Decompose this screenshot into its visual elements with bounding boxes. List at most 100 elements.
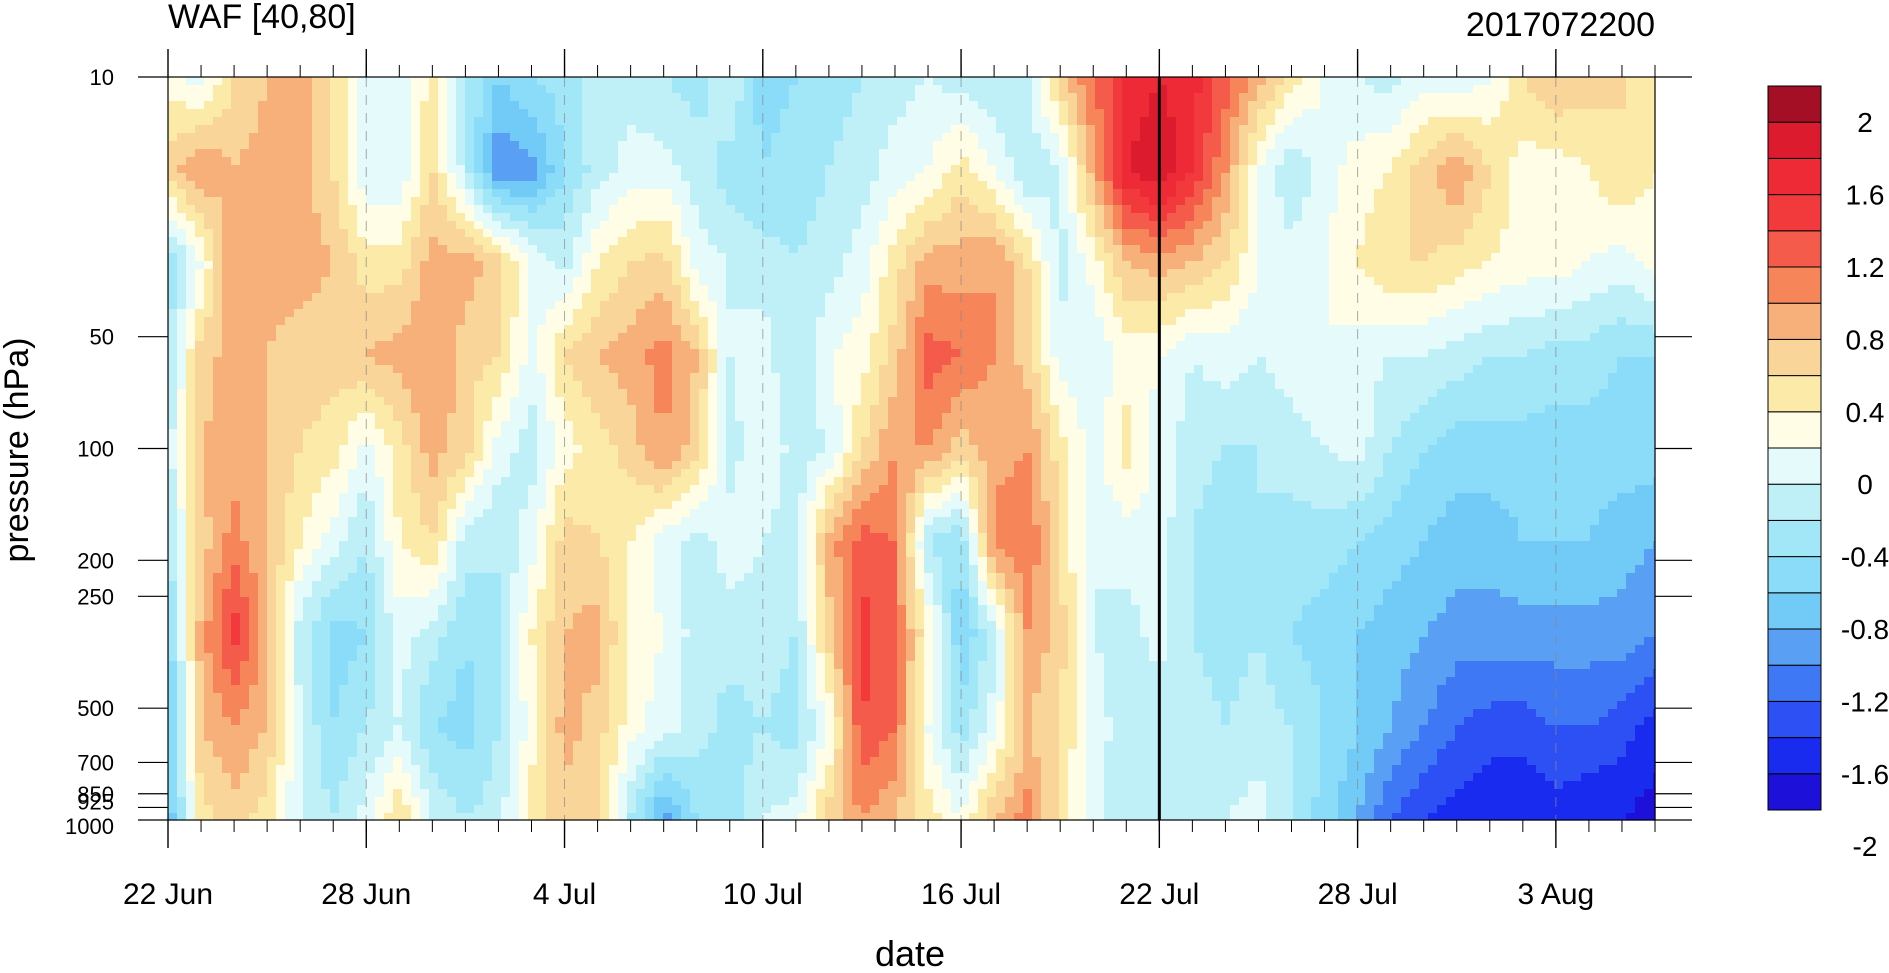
heatmap-cell [870,261,880,270]
heatmap-cell [1590,293,1600,302]
heatmap-cell [276,213,286,222]
heatmap-cell [1383,125,1393,134]
heatmap-cell [213,245,223,254]
heatmap-cell [1653,309,1656,318]
heatmap-cell [474,213,484,222]
heatmap-cell [1635,189,1645,198]
heatmap-cell [1239,149,1249,158]
heatmap-cell [438,269,448,278]
heatmap-cell [1464,109,1474,118]
heatmap-cell [249,133,259,142]
heatmap-cell [1437,85,1447,94]
heatmap-cell [897,157,907,166]
heatmap-cell [1032,165,1042,174]
heatmap-cell [537,205,547,214]
heatmap-cell [1464,93,1474,102]
heatmap-cell [177,141,187,150]
heatmap-cell [843,253,853,262]
heatmap-cell [501,133,511,142]
heatmap-cell [1077,117,1087,126]
heatmap-cell [825,197,835,206]
heatmap-cell [672,197,682,206]
heatmap-cell [825,117,835,126]
heatmap-cell [1473,197,1483,206]
heatmap-cell [645,125,655,134]
heatmap-cell [861,245,871,254]
heatmap-cell [573,101,583,110]
heatmap-cell [1383,173,1393,182]
heatmap-cell [600,149,610,158]
heatmap-cell [573,133,583,142]
heatmap-cell [1509,125,1519,134]
heatmap-cell [1041,165,1051,174]
heatmap-cell [573,237,583,246]
heatmap-cell [735,293,745,302]
heatmap-cell [1059,133,1069,142]
heatmap-cell [501,285,511,294]
heatmap-cell [1482,197,1492,206]
heatmap-cell [645,205,655,214]
heatmap-cell [1383,149,1393,158]
heatmap-cell [1347,101,1357,110]
heatmap-cell [240,317,250,326]
heatmap-cell [1194,133,1204,142]
heatmap-cell [1284,253,1294,262]
heatmap-cell [519,293,529,302]
heatmap-cell [375,237,385,246]
heatmap-cell [186,109,196,118]
heatmap-cell [1419,77,1429,86]
heatmap-cell [789,117,799,126]
heatmap-cell [780,101,790,110]
heatmap-cell [1212,269,1222,278]
heatmap-cell [1617,141,1627,150]
heatmap-cell [438,133,448,142]
heatmap-cell [771,213,781,222]
heatmap-cell [1086,197,1096,206]
heatmap-cell [276,229,286,238]
heatmap-cell [1437,189,1447,198]
heatmap-cell [834,125,844,134]
heatmap-cell [285,221,295,230]
heatmap-cell [1635,213,1645,222]
heatmap-cell [393,101,403,110]
heatmap-cell [600,125,610,134]
heatmap-cell [636,285,646,294]
heatmap-cell [1509,165,1519,174]
heatmap-cell [231,229,241,238]
heatmap-cell [699,85,709,94]
heatmap-cell [168,269,178,278]
heatmap-cell [1518,189,1528,198]
heatmap-cell [645,245,655,254]
heatmap-cell [1572,165,1582,174]
heatmap-cell [393,221,403,230]
heatmap-cell [1356,77,1366,86]
heatmap-cell [1140,141,1150,150]
heatmap-cell [1644,309,1654,318]
heatmap-cell [1077,189,1087,198]
heatmap-cell [1401,85,1411,94]
heatmap-cell [366,117,376,126]
heatmap-cell [1329,141,1339,150]
heatmap-cell [1104,309,1114,318]
heatmap-cell [636,293,646,302]
heatmap-cell [1266,261,1276,270]
heatmap-cell [654,165,664,174]
heatmap-cell [1347,109,1357,118]
heatmap-cell [537,141,547,150]
heatmap-cell [1383,165,1393,174]
heatmap-cell [627,141,637,150]
heatmap-cell [1176,141,1186,150]
heatmap-cell [1401,181,1411,190]
heatmap-cell [348,293,358,302]
heatmap-cell [186,133,196,142]
heatmap-cell [312,197,322,206]
heatmap-cell [411,77,421,86]
heatmap-cell [762,245,772,254]
heatmap-cell [609,101,619,110]
heatmap-cell [564,165,574,174]
heatmap-cell [1014,221,1024,230]
heatmap-cell [753,205,763,214]
heatmap-cell [1428,237,1438,246]
heatmap-cell [429,125,439,134]
heatmap-cell [1356,269,1366,278]
